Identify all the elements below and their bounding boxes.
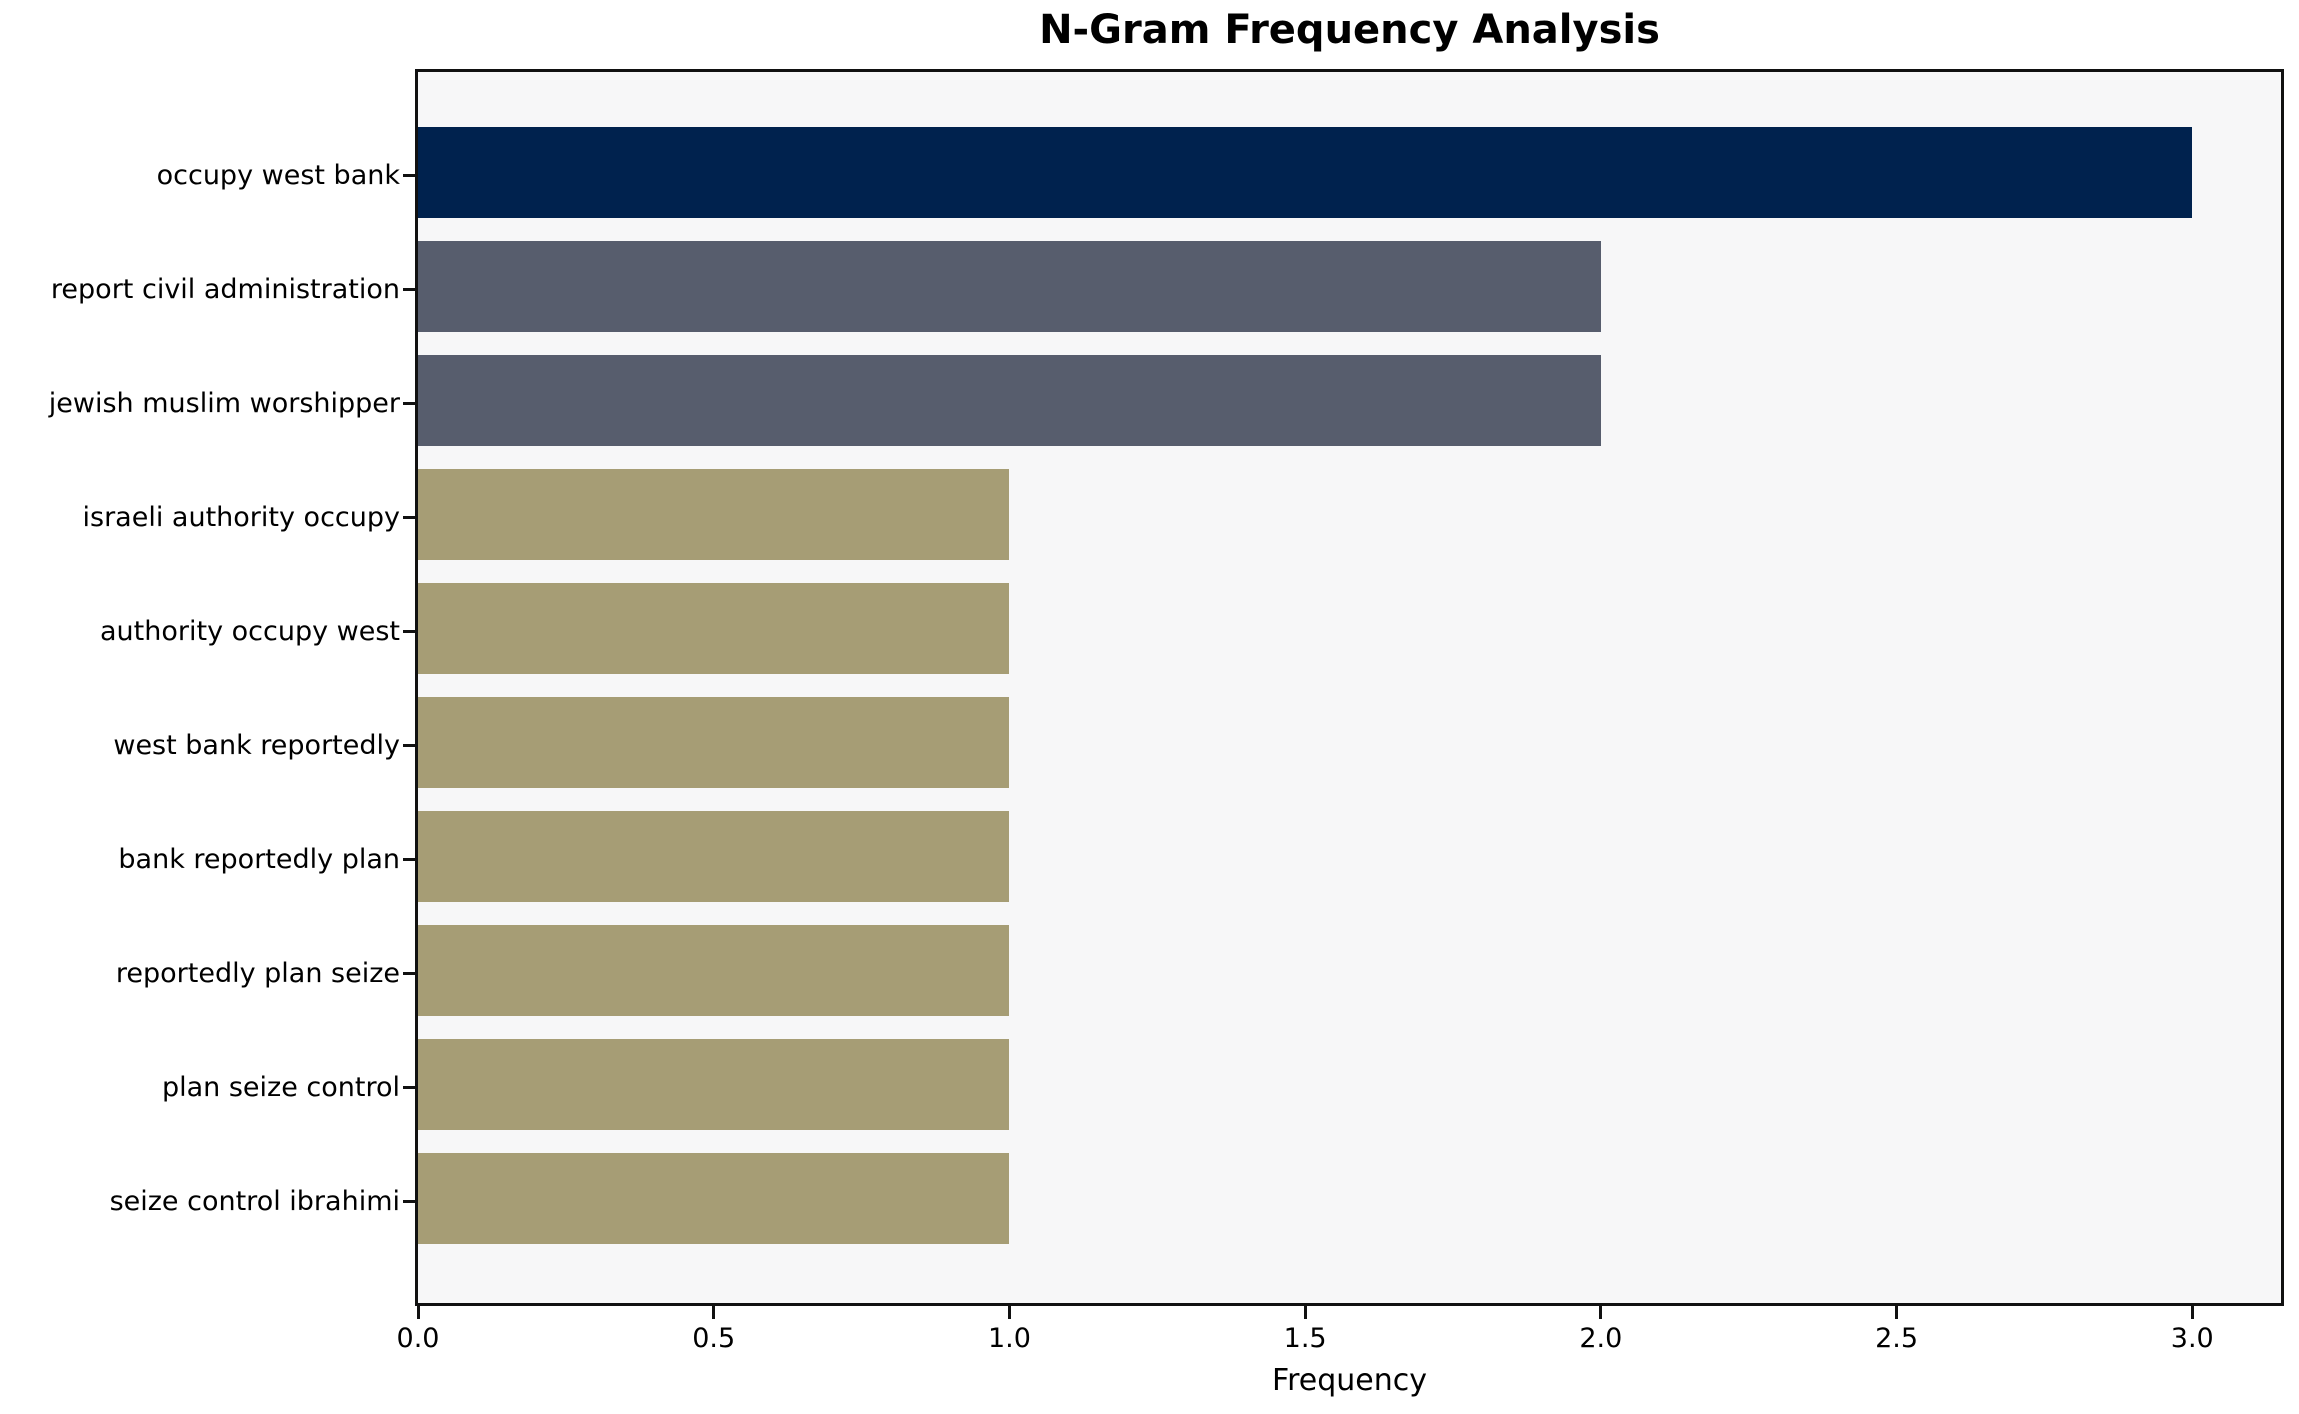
chart-title: N-Gram Frequency Analysis: [1039, 7, 1660, 53]
bar-8: [418, 925, 1010, 1016]
x-axis-label: Frequency: [1272, 1363, 1427, 1398]
bar-3: [418, 355, 1601, 446]
x-tick-mark: [712, 1306, 716, 1319]
bar-4: [418, 469, 1010, 560]
x-tick-mark: [416, 1306, 420, 1319]
x-tick-label: 1.0: [987, 1323, 1031, 1354]
bar-10: [418, 1153, 1010, 1244]
y-tick-mark: [403, 972, 415, 975]
x-tick-label: 2.0: [1579, 1323, 1623, 1354]
y-tick-mark: [403, 516, 415, 519]
x-tick-label: 0.0: [396, 1323, 440, 1354]
y-tick-mark: [403, 630, 415, 633]
bar-6: [418, 697, 1010, 788]
x-tick-mark: [2190, 1306, 2194, 1319]
bar-1: [418, 127, 2193, 218]
y-tick-mark: [403, 288, 415, 291]
x-tick-mark: [1599, 1306, 1603, 1319]
y-tick-label: report civil administration: [50, 273, 400, 305]
x-tick-label: 0.5: [692, 1323, 736, 1354]
y-tick-mark: [403, 744, 415, 747]
x-tick-label: 3.0: [2170, 1323, 2214, 1354]
y-tick-label: bank reportedly plan: [118, 843, 400, 875]
y-tick-mark: [403, 858, 415, 861]
y-tick-mark: [403, 402, 415, 405]
y-tick-label: jewish muslim worshipper: [48, 387, 400, 419]
x-tick-mark: [1007, 1306, 1011, 1319]
x-tick-mark: [1895, 1306, 1899, 1319]
x-tick-label: 1.5: [1283, 1323, 1327, 1354]
x-tick-mark: [1303, 1306, 1307, 1319]
bar-7: [418, 811, 1010, 902]
y-tick-label: plan seize control: [161, 1071, 400, 1103]
x-tick-label: 2.5: [1875, 1323, 1919, 1354]
bar-5: [418, 583, 1010, 674]
y-tick-label: west bank reportedly: [113, 729, 400, 761]
bar-2: [418, 241, 1601, 332]
y-tick-label: seize control ibrahimi: [109, 1185, 400, 1217]
bar-9: [418, 1039, 1010, 1130]
plot-area: [415, 69, 2284, 1306]
y-tick-label: israeli authority occupy: [82, 501, 400, 533]
y-tick-mark: [403, 1200, 415, 1203]
y-tick-label: authority occupy west: [100, 615, 400, 647]
y-tick-mark: [403, 1086, 415, 1089]
y-tick-label: occupy west bank: [156, 159, 400, 191]
y-tick-label: reportedly plan seize: [115, 957, 400, 989]
y-tick-mark: [403, 174, 415, 177]
